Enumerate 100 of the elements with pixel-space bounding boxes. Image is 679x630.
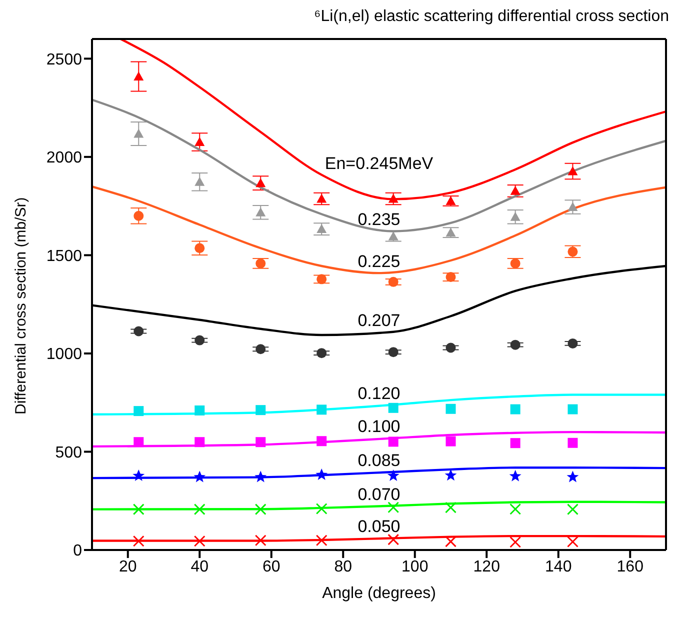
point	[256, 207, 266, 216]
point	[444, 469, 457, 481]
point	[509, 470, 522, 482]
point	[510, 503, 522, 515]
series-label: 0.207	[358, 310, 400, 330]
point	[132, 535, 144, 547]
point	[388, 436, 398, 447]
series-label: 0.235	[358, 210, 400, 230]
point	[566, 470, 579, 482]
point	[387, 470, 400, 482]
point	[568, 338, 578, 348]
point	[194, 470, 206, 482]
point	[388, 194, 398, 203]
y-tick-label: 2000	[46, 150, 82, 167]
series-label: 0.225	[358, 252, 400, 272]
point	[316, 468, 328, 480]
point	[568, 438, 578, 448]
point	[256, 405, 266, 416]
point	[510, 212, 520, 221]
point	[510, 186, 520, 195]
point	[134, 437, 144, 448]
point	[388, 402, 398, 413]
point	[388, 347, 398, 358]
point	[446, 342, 456, 353]
point	[254, 504, 266, 516]
point	[446, 196, 456, 205]
point	[446, 436, 456, 446]
point	[194, 176, 205, 186]
point	[388, 276, 398, 287]
point	[566, 504, 578, 516]
point	[316, 534, 328, 546]
point	[194, 335, 205, 346]
x-tick-label: 60	[262, 558, 280, 576]
line-series	[92, 430, 666, 448]
y-tick-label: 1500	[46, 248, 82, 265]
point	[316, 436, 327, 446]
y-tick-label: 1000	[46, 346, 82, 364]
point	[134, 72, 144, 81]
point	[194, 504, 206, 516]
point	[134, 210, 144, 221]
point	[256, 344, 266, 354]
point	[256, 178, 266, 188]
point	[388, 534, 400, 546]
point	[316, 404, 327, 415]
point	[446, 272, 456, 282]
y-axis-title: Differential cross section (mb/Sr)	[12, 197, 30, 414]
series-label: 0.070	[358, 484, 400, 504]
series-label: 0.100	[358, 417, 400, 436]
chart-title: ⁶Li(n,el) elastic scattering differential cross section	[313, 8, 670, 27]
point	[134, 128, 144, 138]
point	[510, 536, 522, 548]
x-tick-label: 100	[402, 558, 428, 576]
series-label: En=0.245MeV	[324, 154, 434, 173]
point	[256, 258, 266, 268]
point	[446, 404, 456, 414]
y-tick-label: 2500	[46, 51, 82, 68]
point	[388, 231, 398, 240]
point	[194, 243, 205, 254]
x-tick-label: 20	[118, 558, 137, 576]
point	[194, 535, 206, 547]
point	[256, 437, 266, 448]
point	[568, 246, 578, 257]
point	[568, 202, 578, 212]
point	[568, 166, 578, 176]
point	[388, 502, 400, 514]
point	[510, 438, 520, 448]
y-tick-label: 500	[55, 444, 82, 462]
point	[446, 228, 456, 237]
point	[132, 504, 144, 516]
series-label: 0.050	[358, 517, 400, 536]
line-series	[92, 500, 666, 510]
series-label: 0.085	[358, 450, 400, 470]
point	[254, 470, 267, 482]
point	[194, 136, 205, 146]
point	[194, 437, 205, 448]
point	[316, 274, 327, 284]
x-axis-title: Angle (degrees)	[322, 585, 436, 602]
line-series	[92, 186, 666, 274]
point	[134, 406, 144, 416]
series-label: 0.120	[358, 384, 400, 403]
point	[566, 536, 578, 548]
x-tick-label: 40	[190, 558, 209, 576]
point	[568, 404, 578, 414]
point	[316, 194, 327, 203]
point	[254, 534, 266, 546]
point	[510, 404, 520, 414]
point	[316, 502, 328, 514]
x-tick-label: 160	[616, 558, 644, 576]
point	[510, 340, 520, 350]
x-tick-label: 120	[473, 558, 500, 576]
point	[316, 348, 327, 358]
point	[316, 224, 327, 234]
point	[194, 405, 205, 416]
point	[445, 502, 456, 514]
x-tick-label: 140	[545, 558, 572, 576]
point	[510, 258, 520, 268]
point	[132, 470, 145, 482]
y-tick-label: 0	[73, 542, 82, 560]
point	[134, 326, 144, 336]
x-tick-label: 80	[334, 558, 352, 576]
